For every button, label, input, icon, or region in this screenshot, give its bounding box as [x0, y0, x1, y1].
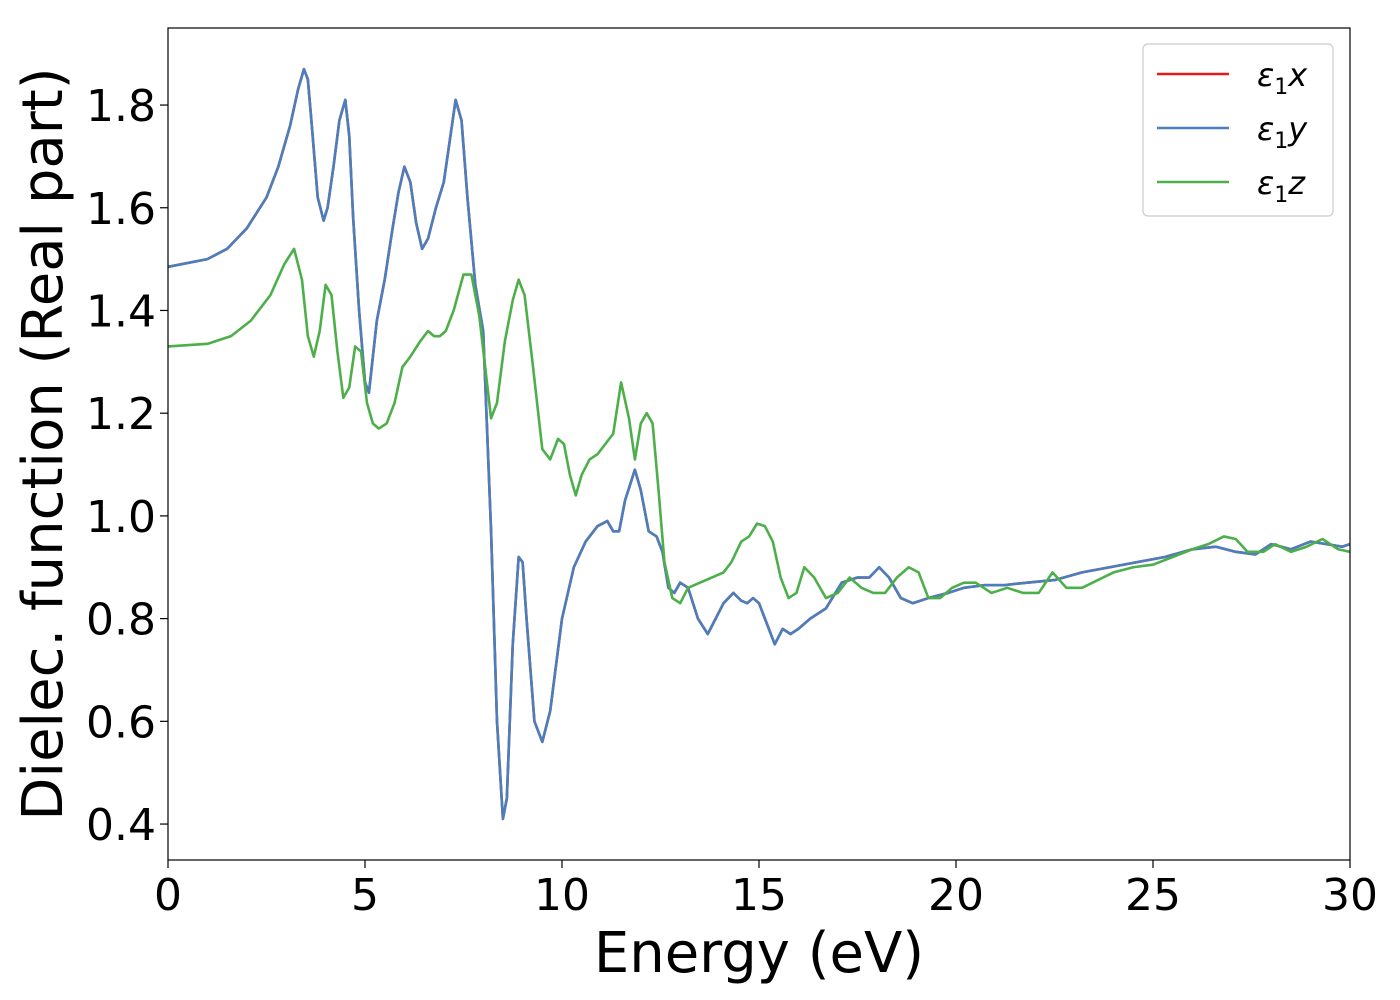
y-tick-label: 0.4 [86, 800, 156, 851]
y-axis-title: Dielec. function (Real part) [11, 67, 76, 820]
legend-subscript: 1 [1274, 129, 1288, 154]
x-axis-title: Energy (eV) [594, 921, 924, 986]
series-line-y [168, 67, 1350, 821]
y-tick-label: 1.4 [86, 286, 156, 337]
series-line-z [168, 247, 1350, 605]
y-tick-label: 1.8 [86, 81, 156, 132]
y-tick-label: 0.8 [86, 595, 156, 646]
y-tick-label: 1.6 [86, 184, 156, 235]
y-tick-label: 1.0 [86, 492, 156, 543]
legend-epsilon: ε [1257, 110, 1274, 148]
legend-component: x [1287, 56, 1308, 94]
legend-label-z: ε1z [1257, 164, 1306, 208]
legend-component: z [1287, 164, 1306, 202]
legend-label-y: ε1y [1257, 110, 1308, 154]
x-tick-label: 20 [928, 870, 984, 921]
legend-box [1142, 43, 1334, 217]
y-tick-label: 0.6 [86, 697, 156, 748]
x-axis-ticks: 0 5 10 15 20 25 30 [154, 860, 1378, 921]
legend-component: y [1287, 110, 1308, 148]
legend-epsilon: ε [1257, 164, 1274, 202]
legend-epsilon: ε [1257, 56, 1274, 94]
x-tick-label: 15 [731, 870, 787, 921]
legend-subscript: 1 [1274, 75, 1288, 100]
x-tick-label: 30 [1322, 870, 1378, 921]
y-axis-ticks: 0.4 0.6 0.8 1.0 1.2 1.4 1.6 1.8 [86, 81, 168, 851]
x-tick-label: 10 [534, 870, 590, 921]
x-tick-label: 5 [351, 870, 379, 921]
series-layer [168, 67, 1350, 821]
x-tick-label: 0 [154, 870, 182, 921]
legend-subscript: 1 [1274, 183, 1288, 208]
y-tick-label: 1.2 [86, 389, 156, 440]
legend-label-x: ε1x [1257, 56, 1308, 100]
x-tick-label: 25 [1125, 870, 1181, 921]
